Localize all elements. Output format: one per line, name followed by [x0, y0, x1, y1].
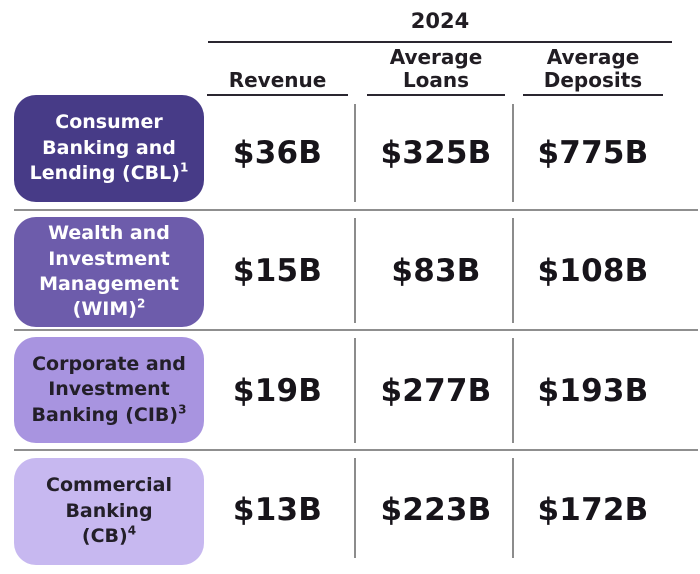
cib-average-loans-value: $277B — [380, 372, 492, 409]
column-divider — [354, 458, 356, 558]
year-header: 2024 — [410, 9, 470, 33]
column-header-average-deposits: Average Deposits — [543, 45, 643, 92]
column-divider — [354, 218, 356, 323]
column-underline-revenue — [207, 94, 348, 96]
footnote-superscript: 3 — [178, 402, 187, 417]
wim-revenue-value: $15B — [232, 252, 323, 289]
cb-average-deposits-value: $172B — [537, 492, 649, 528]
column-divider — [512, 218, 514, 323]
cbl-average-deposits-value: $775B — [537, 134, 649, 171]
segment-label-cib: Corporate and Investment Banking (CIB)3 — [31, 352, 187, 426]
column-divider — [512, 104, 514, 202]
column-header-average-loans: Average Loans — [389, 45, 483, 92]
column-divider — [354, 338, 356, 443]
wim-average-deposits-value: $108B — [537, 252, 649, 289]
segment-box-cb: Commercial Banking (CB)4 — [14, 458, 204, 565]
cib-revenue-value: $19B — [232, 372, 323, 409]
cbl-revenue-value: $36B — [232, 134, 323, 171]
wim-average-loans-value: $83B — [391, 252, 481, 289]
segment-label-wim: Wealth and Investment Management (WIM)2 — [39, 222, 179, 321]
column-underline-average-loans — [367, 94, 505, 96]
footnote-superscript: 1 — [179, 160, 189, 175]
column-divider — [512, 338, 514, 443]
row-separator — [14, 329, 698, 331]
footnote-superscript: 2 — [136, 297, 146, 312]
column-underline-average-deposits — [523, 94, 663, 96]
cb-average-loans-value: $223B — [380, 492, 492, 528]
year-underline — [208, 41, 672, 43]
cib-average-deposits-value: $193B — [537, 372, 649, 409]
footnote-superscript: 4 — [127, 523, 137, 538]
segment-label-cbl: Consumer Banking and Lending (CBL)1 — [29, 111, 189, 185]
column-divider — [512, 458, 514, 558]
segment-box-wim: Wealth and Investment Management (WIM)2 — [14, 217, 204, 327]
segment-box-cbl: Consumer Banking and Lending (CBL)1 — [14, 95, 204, 202]
row-separator — [14, 209, 698, 211]
segment-label-cb: Commercial Banking (CB)4 — [46, 474, 172, 548]
column-header-revenue: Revenue — [228, 68, 327, 92]
cb-revenue-value: $13B — [232, 492, 323, 528]
row-separator — [14, 449, 698, 451]
segment-box-cib: Corporate and Investment Banking (CIB)3 — [14, 337, 204, 443]
cbl-average-loans-value: $325B — [380, 134, 492, 171]
column-divider — [354, 104, 356, 202]
